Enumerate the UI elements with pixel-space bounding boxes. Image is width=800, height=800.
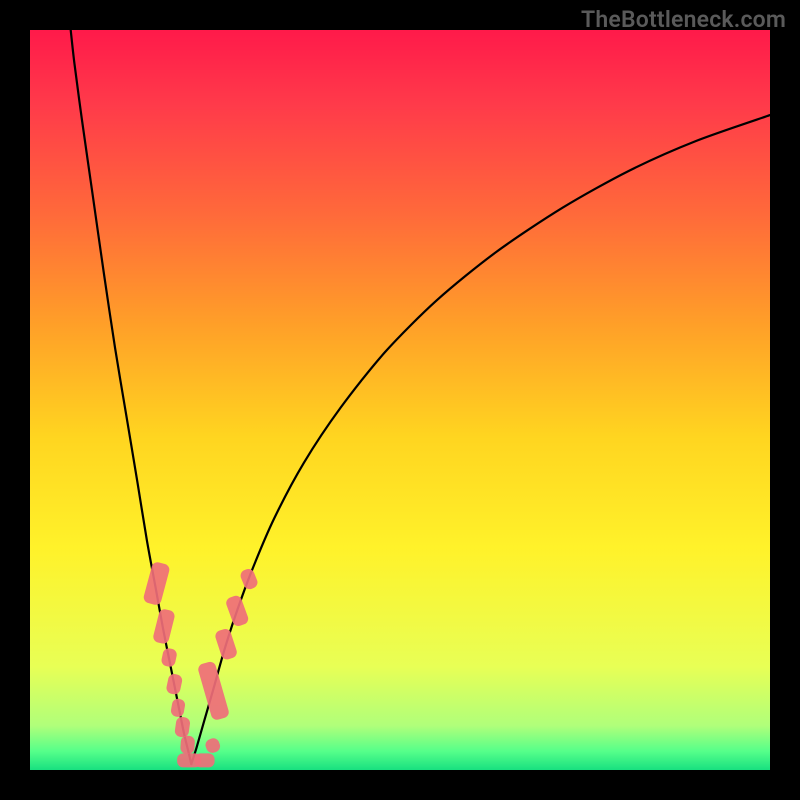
marker-8: [195, 753, 215, 767]
marker-3: [165, 673, 183, 695]
marker-10: [197, 660, 230, 721]
marker-layer: [0, 0, 800, 800]
stage: TheBottleneck.com: [0, 0, 800, 800]
marker-5: [174, 716, 191, 738]
marker-0: [142, 561, 170, 606]
marker-11: [214, 627, 238, 660]
watermark-text: TheBottleneck.com: [581, 6, 786, 33]
marker-9: [204, 737, 222, 755]
marker-13: [239, 567, 259, 591]
marker-6: [180, 735, 195, 754]
marker-12: [225, 594, 250, 628]
marker-4: [170, 698, 186, 718]
marker-1: [152, 608, 176, 645]
marker-2: [160, 647, 177, 668]
